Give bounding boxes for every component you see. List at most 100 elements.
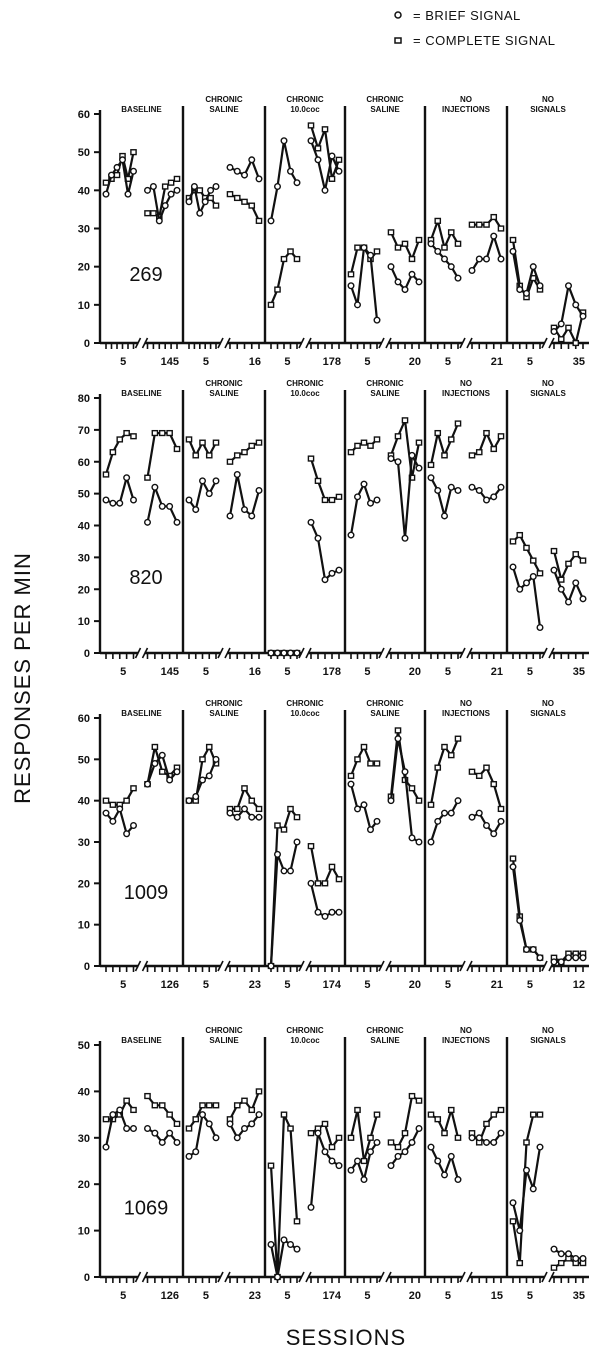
complete-point — [199, 439, 206, 446]
complete-point — [328, 1143, 336, 1151]
phase-label: NO — [460, 95, 472, 104]
y-axis-title: RESPONSES PER MIN — [10, 552, 35, 804]
axis-break-mark — [224, 1271, 231, 1283]
brief-point — [367, 826, 375, 834]
complete-point — [158, 1102, 166, 1109]
brief-point — [335, 167, 343, 175]
phase-label: CHRONIC — [366, 699, 404, 708]
complete-point — [287, 248, 294, 255]
axis-break-mark — [378, 1271, 385, 1283]
x-tick-label: 5 — [364, 666, 370, 678]
brief-point — [536, 282, 544, 290]
brief-point — [536, 954, 544, 962]
complete-point — [241, 785, 248, 792]
complete-point — [328, 496, 336, 504]
brief-point — [490, 830, 498, 838]
complete-point — [150, 210, 157, 217]
brief-point — [248, 156, 256, 164]
axis-break-mark — [466, 1271, 473, 1283]
brief-point — [314, 908, 322, 916]
brief-point — [387, 263, 395, 271]
brief-point — [523, 1166, 531, 1174]
complete-point — [483, 429, 490, 437]
axis-break-mark — [217, 337, 224, 349]
brief-point — [287, 167, 295, 175]
brief-point — [118, 156, 126, 164]
complete-point — [102, 797, 110, 804]
complete-point — [373, 1111, 381, 1118]
brief-point — [387, 797, 395, 805]
axis-break-mark — [385, 647, 392, 659]
y-tick-label: 0 — [84, 648, 90, 660]
complete-point — [321, 1120, 329, 1127]
complete-point — [408, 785, 416, 792]
x-tick-label: 35 — [573, 666, 585, 678]
x-tick-label: 5 — [445, 1290, 451, 1302]
axis-break-mark — [385, 337, 392, 349]
brief-point — [434, 817, 442, 825]
brief-point — [185, 198, 193, 206]
phase-label: INJECTIONS — [442, 709, 491, 718]
axis-break-mark — [459, 647, 466, 659]
brief-point — [434, 1157, 442, 1165]
complete-point — [497, 433, 505, 440]
x-tick-label: 5 — [527, 356, 533, 368]
brief-point — [550, 328, 558, 336]
axis-break-mark — [459, 1271, 466, 1283]
complete-point — [509, 538, 517, 545]
brief-point — [441, 1171, 449, 1179]
legend: = BRIEF SIGNAL = COMPLETE SIGNAL — [394, 8, 555, 48]
brief-point — [129, 821, 137, 829]
phase-label: SALINE — [370, 105, 400, 114]
complete-point — [394, 1143, 402, 1151]
brief-point — [415, 1125, 423, 1133]
complete-point — [550, 547, 558, 555]
complete-point — [387, 1139, 395, 1146]
complete-point — [516, 531, 524, 539]
complete-point — [454, 420, 462, 427]
x-tick-label: 5 — [284, 356, 290, 368]
brief-point — [212, 477, 220, 485]
x-tick-label: 178 — [323, 666, 341, 678]
brief-point — [205, 490, 213, 498]
complete-point — [408, 1092, 416, 1100]
brief-point — [314, 534, 322, 542]
y-tick-label: 70 — [78, 425, 90, 437]
complete-point — [226, 458, 234, 465]
complete-point — [173, 1120, 181, 1127]
brief-point — [447, 1152, 455, 1160]
phase-label: BASELINE — [121, 709, 162, 718]
phase-label: SALINE — [209, 709, 239, 718]
brief-point — [280, 137, 288, 145]
axis-break-mark — [541, 1271, 548, 1283]
brief-point — [240, 171, 248, 179]
brief-point — [516, 917, 524, 925]
brief-point — [143, 518, 151, 526]
x-tick-label: 21 — [491, 356, 503, 368]
complete-series-line — [389, 419, 421, 479]
complete-point — [321, 880, 329, 887]
axis-break-mark — [541, 960, 548, 972]
phase-label: NO — [542, 1026, 554, 1035]
brief-point — [248, 1120, 256, 1128]
y-tick-label: 50 — [78, 147, 90, 159]
phase-label: CHRONIC — [286, 379, 324, 388]
brief-point — [233, 167, 241, 175]
subject-label: 269 — [129, 264, 162, 286]
phase-label: BASELINE — [121, 105, 162, 114]
complete-point — [354, 442, 361, 449]
brief-point — [158, 751, 166, 759]
complete-point — [274, 822, 281, 829]
phase-label: INJECTIONS — [442, 1036, 491, 1045]
y-tick-label: 0 — [84, 961, 90, 973]
brief-point — [373, 496, 381, 504]
x-tick-label: 174 — [323, 1290, 342, 1302]
phase-label: CHRONIC — [205, 95, 243, 104]
brief-point — [102, 809, 110, 817]
brief-point — [321, 576, 329, 584]
complete-point — [441, 244, 448, 251]
complete-point — [255, 439, 263, 446]
complete-point — [509, 1218, 517, 1225]
brief-point — [328, 908, 336, 916]
